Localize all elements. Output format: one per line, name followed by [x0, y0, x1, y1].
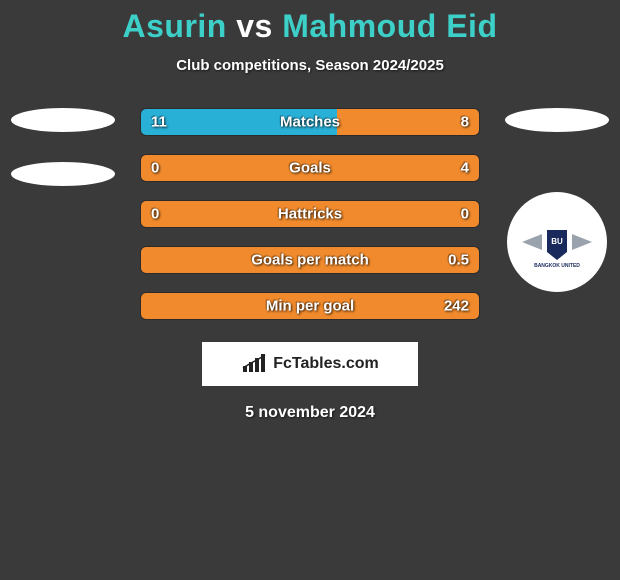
stat-value-left: 11 [151, 114, 167, 131]
date-text: 5 november 2024 [0, 404, 620, 422]
stat-label: Goals per match [251, 252, 369, 269]
player1-name: Asurin [123, 8, 227, 44]
fctables-icon [241, 354, 269, 374]
vs-text: vs [236, 8, 273, 44]
stat-value-right: 0 [461, 206, 469, 223]
stat-value-right: 4 [461, 160, 469, 177]
player1-club-placeholder [11, 162, 115, 186]
stat-row: 0 Goals 4 [140, 154, 480, 182]
bar-right-fill [337, 109, 479, 135]
stat-value-right: 8 [461, 114, 469, 131]
stat-row: 0 Hattricks 0 [140, 200, 480, 228]
stat-label: Matches [280, 114, 340, 131]
stat-row: 11 Matches 8 [140, 108, 480, 136]
stat-row: Goals per match 0.5 [140, 246, 480, 274]
svg-text:BU: BU [551, 237, 563, 246]
bangkok-united-icon: BU BANGKOK UNITED [517, 212, 597, 272]
stats-bars: 11 Matches 8 0 Goals 4 0 Hattricks 0 Goals per ma… [140, 108, 480, 320]
page-title: Asurin vs Mahmoud Eid [0, 0, 620, 45]
content-area: BU BANGKOK UNITED 11 Matches 8 0 Goals 4 0 Hatt… [0, 108, 620, 422]
stat-value-right: 242 [444, 298, 469, 315]
stat-label: Goals [289, 160, 331, 177]
stat-value-right: 0.5 [448, 252, 469, 269]
player2-club-badge: BU BANGKOK UNITED [507, 192, 607, 292]
stat-row: Min per goal 242 [140, 292, 480, 320]
player1-photo-placeholder [11, 108, 115, 132]
brand-text: FcTables.com [273, 355, 379, 373]
brand-box: FcTables.com [202, 342, 418, 386]
subtitle: Club competitions, Season 2024/2025 [0, 57, 620, 74]
right-player-column: BU BANGKOK UNITED [502, 108, 612, 292]
stat-value-left: 0 [151, 206, 159, 223]
svg-text:BANGKOK UNITED: BANGKOK UNITED [534, 263, 580, 269]
stat-value-left: 0 [151, 160, 159, 177]
player2-name: Mahmoud Eid [282, 8, 497, 44]
stat-label: Min per goal [266, 298, 354, 315]
left-player-column [8, 108, 118, 216]
player2-photo-placeholder [505, 108, 609, 132]
stat-label: Hattricks [278, 206, 342, 223]
